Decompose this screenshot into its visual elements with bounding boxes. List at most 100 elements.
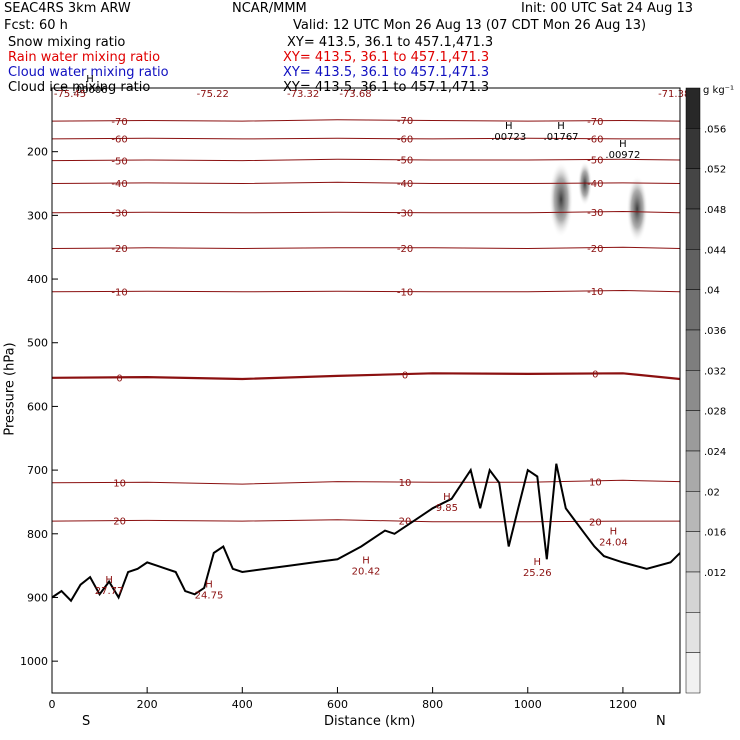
- x-axis-right-end: N: [656, 714, 666, 729]
- y-tick-label: 600: [27, 400, 48, 413]
- field-xy-snow: XY= 413.5, 36.1 to 457.1,471.3: [287, 35, 494, 50]
- isotherm-line: [52, 289, 680, 293]
- isotherm-label: -40: [111, 179, 127, 190]
- y-tick-label: 900: [27, 591, 48, 604]
- colorbar-swatch: [685, 531, 701, 573]
- isotherm-label: -50: [587, 156, 603, 167]
- colorbar-tick-label: .036: [704, 326, 726, 337]
- high-value: 9.85: [436, 503, 458, 514]
- isotherm-label: -70: [111, 117, 127, 128]
- high-marker: H: [505, 121, 513, 132]
- isotherm-line: [52, 519, 680, 523]
- isotherm-label: -20: [397, 244, 413, 255]
- isotherm-label: -50: [111, 156, 127, 167]
- high-value: .00006: [73, 85, 108, 96]
- x-tick-label: 1200: [609, 698, 637, 711]
- isotherm-line: [52, 246, 680, 250]
- field-label-rain: Rain water mixing ratio: [8, 50, 161, 65]
- high-value: .01767: [544, 132, 579, 143]
- high-marker: H: [362, 555, 370, 566]
- x-tick-label: 0: [49, 698, 56, 711]
- isotherm-line: [52, 137, 680, 140]
- y-tick-label: 700: [27, 464, 48, 477]
- x-axis-title: Distance (km): [324, 714, 416, 729]
- colorbar-swatch: [685, 289, 701, 331]
- colorbar-tick-label: .02: [704, 487, 720, 498]
- isotherm-label: -70: [587, 117, 603, 128]
- y-tick-label: 200: [27, 146, 48, 159]
- field-xy-cloud-water: XY= 413.5, 36.1 to 457.1,471.3: [283, 65, 490, 80]
- colorbar-tick-label: .028: [704, 407, 726, 418]
- isotherm-label: -60: [111, 135, 127, 146]
- colorbar-swatch: [685, 652, 701, 694]
- top-edge-label: -73.32: [287, 89, 319, 100]
- isotherm-label: 20: [399, 517, 412, 528]
- high-marker: H: [86, 74, 94, 85]
- isotherm-label: -10: [587, 287, 603, 298]
- isotherm-label: 20: [589, 517, 602, 528]
- high-marker: H: [205, 579, 213, 590]
- header-project: SEAC4RS 3km ARW: [4, 1, 131, 16]
- header-fcst: Fcst: 60 h: [4, 18, 68, 33]
- top-edge-label: -73.68: [339, 89, 371, 100]
- isotherm-label: -40: [397, 179, 413, 190]
- colorbar-unit: g kg⁻¹: [703, 85, 734, 96]
- isotherm-label: 10: [113, 479, 126, 490]
- high-value: 24.04: [599, 538, 628, 549]
- high-value: 24.75: [195, 590, 224, 601]
- header-valid: Valid: 12 UTC Mon 26 Aug 13 (07 CDT Mon …: [293, 18, 647, 33]
- colorbar-swatch: [685, 450, 701, 492]
- isotherm-label: 10: [399, 478, 412, 489]
- isotherm-label: -10: [397, 287, 413, 298]
- field-label-snow: Snow mixing ratio: [8, 35, 126, 50]
- field-label-cloud-water: Cloud water mixing ratio: [8, 65, 169, 80]
- plot-frame: [51, 87, 681, 694]
- colorbar-swatch: [685, 249, 701, 290]
- high-value: 27.77: [95, 586, 124, 597]
- x-tick-label: 800: [422, 698, 443, 711]
- field-xy-rain: XY= 413.5, 36.1 to 457.1,471.3: [283, 50, 490, 65]
- colorbar-swatch: [685, 410, 701, 452]
- x-axis-left-end: S: [82, 714, 91, 729]
- colorbar-tick-label: .012: [704, 568, 726, 579]
- colorbar-swatch: [685, 329, 701, 371]
- isotherm-label: 0: [592, 370, 598, 381]
- isotherm-label: 0: [116, 373, 122, 384]
- high-marker: H: [105, 575, 113, 586]
- isotherm-label: -60: [587, 135, 603, 146]
- terrain-line: [52, 463, 680, 603]
- colorbar-tick-label: .056: [704, 124, 726, 135]
- isotherm-label: -10: [111, 287, 127, 298]
- high-value: 20.42: [352, 566, 381, 577]
- y-tick-label: 300: [27, 209, 48, 222]
- colorbar-tick-label: .044: [704, 245, 726, 256]
- isotherm-label: -20: [111, 244, 127, 255]
- isotherm-label: -60: [397, 135, 413, 146]
- high-value: .00723: [491, 132, 526, 143]
- y-tick-label: 800: [27, 528, 48, 541]
- colorbar-swatch: [685, 168, 701, 210]
- hydrometeor-cell: [548, 161, 574, 238]
- isotherm-label: -40: [587, 179, 603, 190]
- high-marker: H: [619, 139, 627, 150]
- isotherm-line: [52, 119, 680, 122]
- hydrometeor-cell: [626, 175, 648, 243]
- colorbar-tick-label: .024: [704, 447, 726, 458]
- isotherm-label: -50: [397, 156, 413, 167]
- isotherm-label: -20: [587, 244, 603, 255]
- y-tick-label: 1000: [20, 655, 48, 668]
- high-marker: H: [610, 527, 618, 538]
- x-tick-label: 600: [327, 698, 348, 711]
- isotherm-label: -30: [397, 209, 413, 220]
- isotherm-label: -30: [587, 208, 603, 219]
- colorbar-tick-label: .032: [704, 366, 726, 377]
- top-edge-label: -71.38: [658, 89, 690, 100]
- top-edge-label: -75.45: [54, 89, 86, 100]
- colorbar-swatch: [685, 491, 701, 532]
- isotherm-label: 0: [402, 371, 408, 382]
- isotherm-line: [52, 181, 680, 185]
- top-edge-label: -75.22: [197, 89, 229, 100]
- colorbar-swatch: [685, 571, 701, 613]
- isotherm-line: [52, 210, 680, 214]
